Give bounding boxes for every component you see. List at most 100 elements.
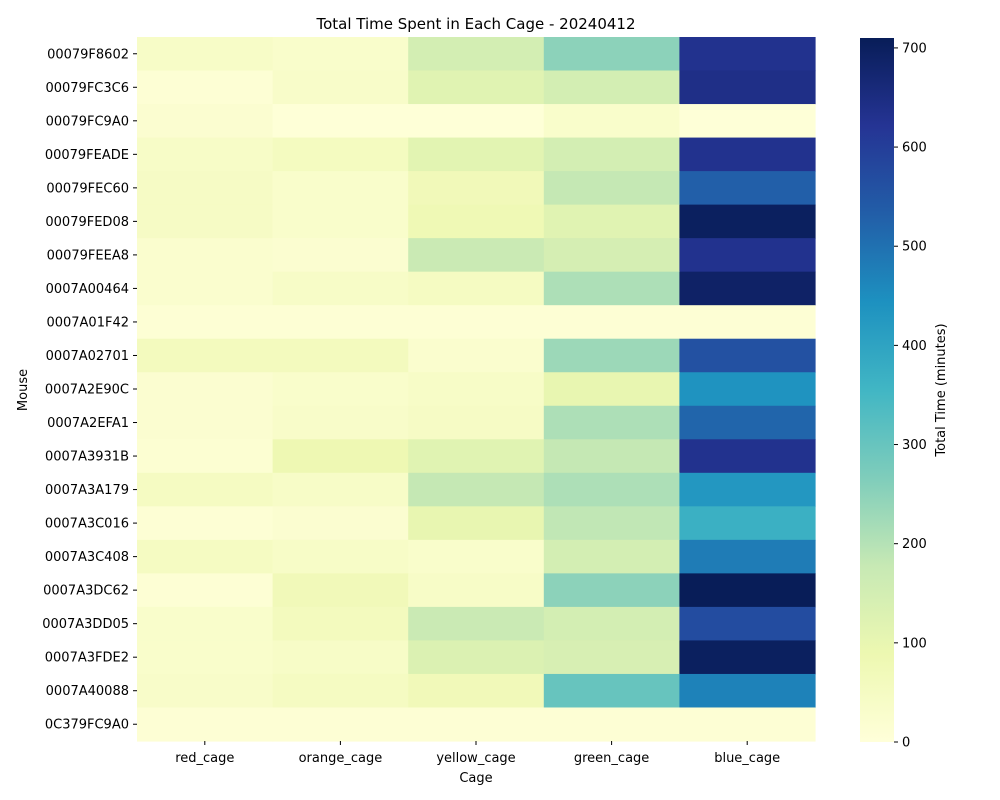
heatmap-cell [272, 137, 409, 172]
heatmap-cell [543, 506, 680, 541]
heatmap-cell [272, 37, 409, 72]
heatmap-cell [543, 539, 680, 574]
colorbar-ticks: 0 100 200 300 400 500 600 700 [894, 41, 927, 751]
heatmap-cell [408, 271, 545, 306]
heatmap-cell [543, 673, 680, 709]
y-tick-label: 0007A3DD05 [42, 617, 129, 632]
heatmap-cell [679, 204, 816, 239]
y-tick-label: 00079FED08 [45, 215, 129, 230]
heatmap-cell [679, 606, 816, 642]
y-tick-label: 0007A02701 [46, 349, 129, 364]
y-tick-label: 00079FEEA8 [47, 248, 129, 263]
x-tick-label: yellow_cage [436, 751, 515, 766]
colorbar-tick-label: 100 [902, 636, 927, 651]
heatmap-cell [408, 707, 545, 742]
heatmap-cell [272, 171, 409, 206]
heatmap-cell [137, 573, 274, 608]
heatmap-cell [679, 37, 816, 72]
heatmap-cell [679, 405, 816, 440]
heatmap-cell [408, 37, 545, 72]
x-tick-label: red_cage [175, 751, 234, 766]
heatmap-cell [272, 573, 409, 608]
heatmap-cell [137, 271, 274, 306]
heatmap-cell [679, 171, 816, 206]
heatmap-cell [543, 338, 680, 373]
colorbar-tick-label: 500 [902, 240, 927, 255]
heatmap-cell [408, 439, 545, 474]
heatmap-cell [272, 238, 409, 273]
heatmap-cell [272, 372, 409, 407]
y-tick-label: 0007A2EFA1 [47, 416, 129, 431]
heatmap-cell [408, 171, 545, 206]
heatmap-cell [543, 573, 680, 608]
heatmap-cell [679, 271, 816, 306]
heatmap-cell [408, 305, 545, 340]
y-tick-label: 0007A3A179 [45, 483, 129, 498]
heatmap-cell [137, 338, 274, 373]
heatmap-cell [272, 606, 409, 642]
y-tick-label: 0007A01F42 [46, 315, 129, 330]
y-tick-label: 00079FEC60 [46, 181, 129, 196]
x-axis-ticks: red_cage orange_cage yellow_cage green_cage… [175, 741, 780, 766]
heatmap-cells [137, 37, 816, 742]
y-tick-label: 0007A3C408 [45, 550, 129, 565]
heatmap-cell [137, 70, 274, 105]
heatmap-cell [137, 472, 274, 507]
heatmap-cell [543, 439, 680, 474]
heatmap-cell [679, 372, 816, 407]
heatmap-cell [408, 506, 545, 541]
heatmap-cell [272, 707, 409, 742]
heatmap-cell [272, 104, 409, 139]
heatmap-cell [679, 137, 816, 172]
heatmap-cell [408, 573, 545, 608]
heatmap-cell [408, 238, 545, 273]
y-tick-label: 0007A3931B [45, 450, 129, 465]
heatmap-cell [679, 472, 816, 507]
heatmap-cell [272, 204, 409, 239]
colorbar-tick-label: 200 [902, 537, 927, 552]
heatmap-cell [543, 640, 680, 675]
colorbar-tick-label: 400 [902, 339, 927, 354]
x-axis-label: Cage [459, 771, 492, 786]
heatmap-cell [137, 405, 274, 440]
heatmap-cell [272, 640, 409, 675]
y-tick-label: 0007A3DC62 [43, 584, 129, 599]
heatmap-cell [137, 204, 274, 239]
heatmap-cell [137, 506, 274, 541]
heatmap-cell [272, 539, 409, 574]
heatmap-cell [137, 372, 274, 407]
heatmap-cell [408, 640, 545, 675]
heatmap-cell [272, 405, 409, 440]
y-tick-label: 00079FEADE [45, 148, 129, 163]
y-tick-label: 0007A00464 [46, 282, 129, 297]
y-tick-label: 0007A3FDE2 [45, 651, 129, 666]
heatmap-cell [408, 338, 545, 373]
heatmap-cell [408, 405, 545, 440]
heatmap-cell [408, 70, 545, 105]
heatmap-cell [137, 640, 274, 675]
heatmap-cell [408, 539, 545, 574]
heatmap-cell [543, 137, 680, 172]
x-tick-label: orange_cage [299, 751, 383, 766]
colorbar-tick-label: 600 [902, 141, 927, 156]
heatmap-cell [137, 439, 274, 474]
y-tick-label: 00079FC9A0 [46, 114, 129, 129]
heatmap-cell [679, 707, 816, 742]
heatmap-cell [272, 439, 409, 474]
colorbar-tick-label: 700 [902, 41, 927, 56]
heatmap-cell [679, 640, 816, 675]
heatmap-cell [272, 338, 409, 373]
heatmap-cell [408, 472, 545, 507]
heatmap-cell [137, 673, 274, 709]
y-axis-ticks: 00079F8602 00079FC3C6 00079FC9A0 00079FEADE… [42, 47, 137, 733]
y-tick-label: 0007A3C016 [45, 517, 129, 532]
heatmap-cell [543, 37, 680, 72]
heatmap-cell [679, 238, 816, 273]
heatmap-cell [272, 70, 409, 105]
heatmap-cell [408, 204, 545, 239]
heatmap-cell [272, 472, 409, 507]
heatmap-cell [408, 673, 545, 709]
heatmap-cell [272, 305, 409, 340]
heatmap-cell [272, 271, 409, 306]
